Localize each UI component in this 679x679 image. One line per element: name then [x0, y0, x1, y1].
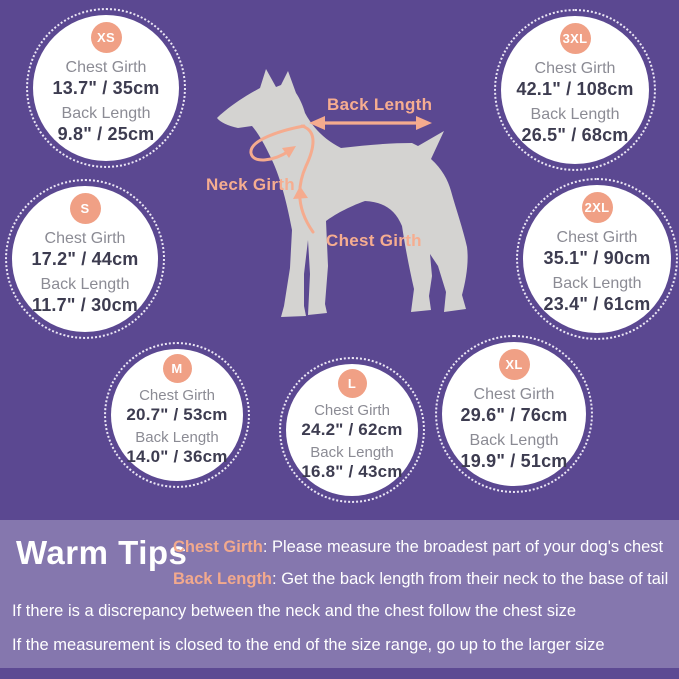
size-circle-m: M Chest Girth 20.7" / 53cm Back Length 1…	[104, 342, 250, 488]
back-length-label: Back Length	[469, 432, 559, 450]
chest-girth-arrow	[293, 124, 315, 234]
back-length-label: Back Length	[552, 275, 642, 293]
back-length-arrow	[309, 116, 432, 130]
tip-back-length-text: : Get the back length from their neck to…	[272, 570, 669, 588]
size-circle-3xl: 3XL Chest Girth 42.1" / 108cm Back Lengt…	[494, 9, 656, 171]
warm-tips-section	[0, 520, 679, 668]
back-length-value: 19.9" / 51cm	[460, 451, 568, 472]
chest-girth-value: 24.2" / 62cm	[301, 420, 403, 440]
warm-tips-title: Warm Tips	[16, 534, 188, 571]
size-circle-body: 3XL Chest Girth 42.1" / 108cm Back Lengt…	[501, 16, 649, 164]
size-circle-s: S Chest Girth 17.2" / 44cm Back Length 1…	[5, 179, 165, 339]
size-circle-body: XS Chest Girth 13.7" / 35cm Back Length …	[33, 15, 179, 161]
neck-girth-diagram-label: Neck Girth	[206, 175, 295, 194]
size-circle-body: L Chest Girth 24.2" / 62cm Back Length 1…	[286, 364, 418, 496]
size-circle-xl: XL Chest Girth 29.6" / 76cm Back Length …	[435, 335, 593, 493]
size-circle-body: S Chest Girth 17.2" / 44cm Back Length 1…	[12, 186, 158, 332]
back-length-label: Back Length	[40, 276, 130, 294]
tip-note-discrepancy: If there is a discrepancy between the ne…	[12, 602, 577, 620]
chest-girth-value: 20.7" / 53cm	[126, 405, 228, 425]
tip-chest-girth-text: : Please measure the broadest part of yo…	[262, 538, 664, 556]
size-circle-body: XL Chest Girth 29.6" / 76cm Back Length …	[442, 342, 586, 486]
size-circle-body: 2XL Chest Girth 35.1" / 90cm Back Length…	[523, 185, 671, 333]
size-circle-2xl: 2XL Chest Girth 35.1" / 90cm Back Length…	[516, 178, 678, 340]
chest-girth-label: Chest Girth	[139, 387, 215, 404]
size-badge: XL	[498, 349, 530, 380]
back-length-label: Back Length	[135, 428, 219, 446]
size-badge: S	[69, 193, 101, 224]
tip-back-length: Back Length: Get the back length from th…	[173, 570, 668, 589]
chest-girth-label: Chest Girth	[314, 402, 390, 419]
back-length-value: 16.8" / 43cm	[301, 462, 403, 482]
size-badge: L	[337, 369, 367, 398]
tip-chest-girth-label: Chest Girth	[173, 538, 263, 556]
chest-girth-label: Chest Girth	[556, 229, 638, 246]
size-badge: 2XL	[581, 192, 613, 223]
chest-girth-label: Chest Girth	[534, 60, 616, 77]
back-length-value: 26.5" / 68cm	[521, 125, 629, 146]
size-circle-body: M Chest Girth 20.7" / 53cm Back Length 1…	[111, 349, 243, 481]
chest-girth-value: 13.7" / 35cm	[52, 78, 160, 99]
chest-girth-label: Chest Girth	[473, 386, 555, 403]
back-length-value: 11.7" / 30cm	[31, 295, 138, 316]
chest-girth-value: 17.2" / 44cm	[31, 249, 139, 270]
chest-girth-value: 29.6" / 76cm	[460, 405, 568, 426]
chest-girth-value: 42.1" / 108cm	[516, 79, 634, 100]
back-length-label: Back Length	[530, 106, 620, 124]
tip-note-size-range: If the measurement is closed to the end …	[12, 636, 605, 654]
neck-girth-arrow	[249, 124, 306, 162]
back-length-diagram-label: Back Length	[327, 95, 433, 114]
back-length-value: 14.0" / 36cm	[126, 447, 228, 467]
tip-back-length-label: Back Length	[173, 570, 273, 588]
back-length-label: Back Length	[61, 105, 151, 123]
tip-chest-girth: Chest Girth: Please measure the broadest…	[173, 538, 663, 557]
chest-girth-label: Chest Girth	[44, 230, 126, 247]
size-badge: XS	[90, 22, 122, 53]
bottom-strip-divider	[0, 668, 679, 679]
size-circle-l: L Chest Girth 24.2" / 62cm Back Length 1…	[279, 357, 425, 503]
back-length-label: Back Length	[310, 443, 394, 461]
size-circle-xs: XS Chest Girth 13.7" / 35cm Back Length …	[26, 8, 186, 168]
size-badge: 3XL	[559, 23, 591, 54]
back-length-value: 9.8" / 25cm	[57, 124, 155, 145]
back-length-value: 23.4" / 61cm	[543, 294, 651, 315]
chest-girth-diagram-label: Chest Girth	[326, 231, 422, 250]
size-badge: M	[162, 354, 192, 383]
chest-girth-label: Chest Girth	[65, 59, 147, 76]
chest-girth-value: 35.1" / 90cm	[543, 248, 651, 269]
